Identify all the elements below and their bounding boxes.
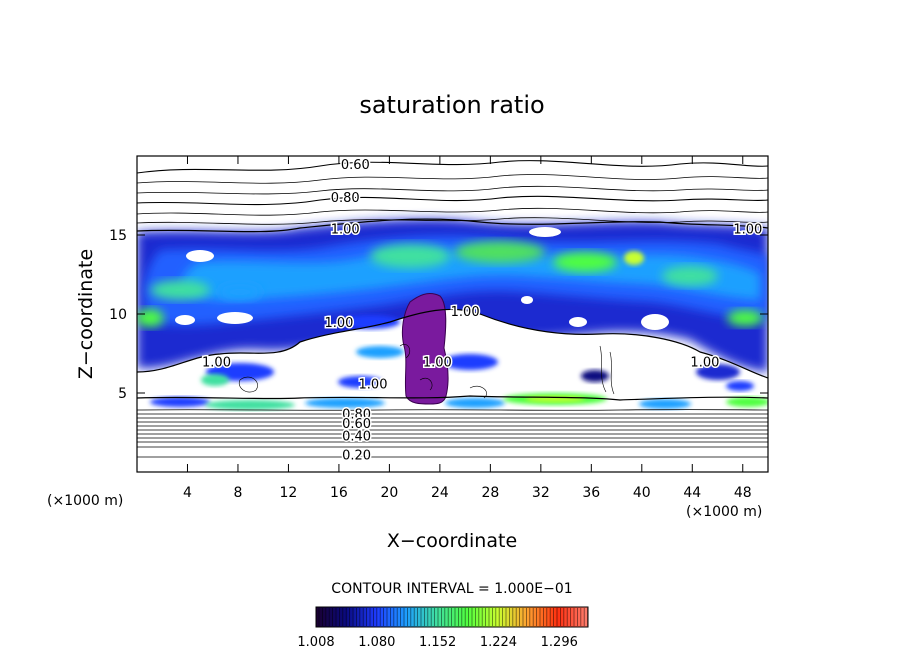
colorbar-tick-labels: 1.008 1.080 1.152 1.224 1.296 [297, 635, 577, 650]
contour-label: 0.80 [342, 408, 371, 423]
x-tick-label: 28 [481, 485, 499, 501]
y-axis-units: (×1000 m) [47, 493, 123, 509]
contour-label: 0.80 [331, 191, 360, 206]
x-axis-label: X−coordinate [387, 530, 517, 552]
contour-label: 1.00 [359, 378, 388, 393]
x-tick-label: 48 [734, 485, 752, 501]
colorbar: 1.008 1.080 1.152 1.224 1.296 [297, 606, 589, 650]
contour-label: 0.40 [342, 430, 371, 445]
colorbar-tick-label: 1.080 [358, 635, 395, 650]
colorbar-tick-label: 1.008 [297, 635, 334, 650]
x-tick-label: 8 [233, 485, 242, 501]
contour-labels: 0.600.801.00 1.001.001.001.00 1.001.001.00… [201, 156, 764, 465]
contour-interval-label: CONTOUR INTERVAL = 1.000E−01 [331, 581, 572, 597]
y-axis-label: Z−coordinate [75, 249, 97, 379]
colorbar-tick-label: 1.152 [419, 635, 456, 650]
mid-cloud-fragments [201, 315, 754, 391]
y-tick-label: 10 [109, 307, 127, 323]
contour-label: 1.00 [202, 355, 231, 370]
contour-label: 0.60 [341, 158, 370, 173]
x-tick-label: 20 [380, 485, 398, 501]
x-tick-label: 12 [280, 485, 298, 501]
y-tick-label: 5 [118, 386, 127, 402]
contour-label: 1.00 [451, 305, 480, 320]
contour-label: 1.00 [733, 223, 762, 238]
x-tick-label: 44 [683, 485, 701, 501]
contour-label: 1.00 [324, 316, 353, 331]
colorbar-tick-label: 1.296 [541, 635, 578, 650]
colorbar-bands [318, 608, 588, 626]
contour-label: 1.00 [423, 355, 452, 370]
y-axis: 5 10 15 [109, 228, 768, 402]
x-tick-label: 36 [582, 485, 600, 501]
contour-label: 0.20 [342, 449, 371, 464]
x-axis: 4 8 12 16 20 24 28 32 36 40 44 48 [183, 156, 752, 501]
x-tick-label: 40 [633, 485, 651, 501]
clear-air-region [137, 309, 768, 400]
x-tick-label: 24 [431, 485, 449, 501]
x-tick-label: 32 [532, 485, 550, 501]
low-cloud-layer [150, 393, 768, 410]
x-axis-units: (×1000 m) [686, 504, 762, 520]
chart-title: saturation ratio [359, 91, 544, 119]
y-tick-label: 15 [109, 228, 127, 244]
colorbar-tick-label: 1.224 [480, 635, 517, 650]
contour-lines [137, 160, 768, 458]
x-tick-label: 4 [183, 485, 192, 501]
contour-label: 1.00 [331, 223, 360, 238]
contour-label: 1.00 [690, 355, 719, 370]
plot-area: 0.600.801.00 1.001.001.001.00 1.001.001.00… [137, 156, 768, 472]
x-tick-label: 16 [330, 485, 348, 501]
convective-plume [401, 293, 449, 405]
contour-label: 0.60 [342, 417, 371, 432]
upper-cloud-layer [137, 219, 768, 372]
